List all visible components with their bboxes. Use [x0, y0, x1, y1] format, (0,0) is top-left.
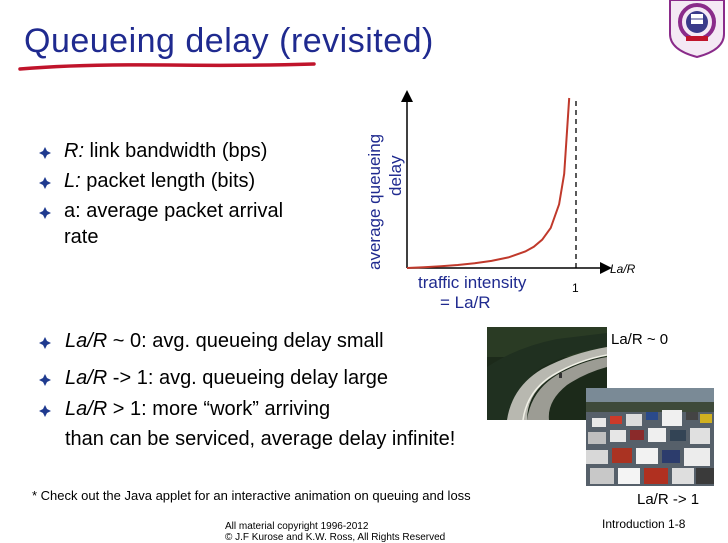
slide-title: Queueing delay (revisited) [24, 22, 434, 60]
heavy-load-caption: La/R -> 1 [637, 491, 700, 508]
bullet-icon [38, 206, 52, 220]
traffic-jam-photo [586, 388, 714, 486]
bullet-icon [38, 373, 52, 387]
y-axis-label-line2: delay [386, 155, 405, 196]
y-axis-label-line1: average queueing [365, 134, 384, 270]
definition-a-continued: rate [64, 226, 99, 248]
copyright-line2: © J.F Kurose and K.W. Ross, All Rights R… [225, 532, 446, 543]
x-tick-label: 1 [572, 281, 579, 295]
bullet-icon [38, 146, 52, 160]
case-heavy-load: La/R -> 1: avg. queueing delay large [65, 367, 389, 389]
x-axis-end-label: La/R [610, 262, 636, 276]
bullet-icon [38, 404, 52, 418]
empty-highway-photo [487, 327, 607, 420]
case-overload: La/R > 1: more “work” arriving [65, 398, 331, 420]
x-axis-label-line1: traffic intensity [418, 273, 527, 292]
applet-footnote: * Check out the Java applet for an inter… [32, 488, 471, 503]
bullet-icon [38, 176, 52, 190]
bullet-icon [38, 336, 52, 350]
definition-l: L: packet length (bits) [64, 170, 256, 192]
title-underline [18, 62, 316, 71]
slide-number: Introduction 1-8 [602, 517, 686, 531]
delay-curve [406, 97, 571, 269]
case-light-load: La/R ~ 0: avg. queueing delay small [65, 330, 384, 352]
x-axis-label-line2: = La/R [440, 293, 491, 312]
copyright-notice: All material copyright 1996-2012 © J.F K… [225, 521, 445, 543]
university-logo [666, 0, 728, 59]
light-load-caption: La/R ~ 0 [611, 331, 669, 348]
definition-r: R: link bandwidth (bps) [64, 140, 268, 162]
case-overload-continued: than can be serviced, average delay infi… [65, 428, 456, 450]
queueing-delay-chart: average queueing delay traffic intensity… [365, 90, 636, 312]
definition-a: a: average packet arrival [64, 200, 284, 222]
copyright-line1: All material copyright 1996-2012 [225, 521, 369, 532]
